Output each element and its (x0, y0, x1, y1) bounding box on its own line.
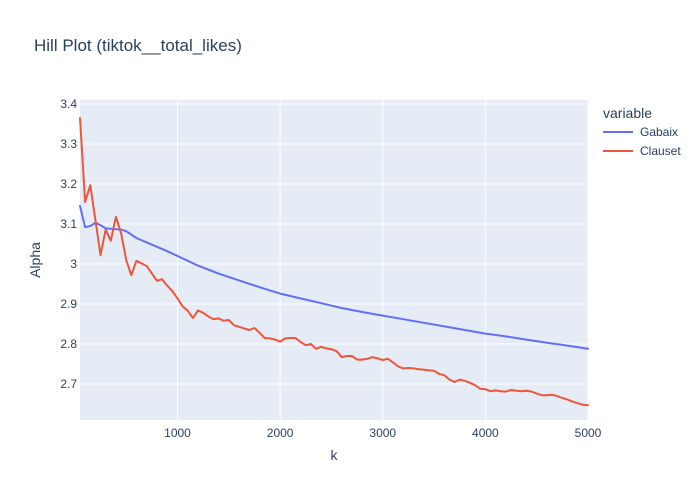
series-line-clauset (79, 117, 589, 407)
y-axis-title: Alpha (27, 242, 43, 278)
series-line-gabaix (79, 205, 589, 350)
y-tick-label: 2.8 (60, 337, 77, 351)
y-tick-label: 3.4 (60, 97, 77, 111)
y-tick-label: 3 (70, 257, 77, 271)
x-tick-label: 2000 (267, 426, 294, 440)
legend-label: Gabaix (640, 125, 678, 139)
y-tick-label: 3.2 (60, 177, 77, 191)
legend-title: variable (603, 105, 652, 121)
legend: variable Gabaix Clauset (603, 105, 681, 158)
legend-item-clauset[interactable]: Clauset (603, 144, 681, 158)
series-layer (79, 117, 589, 407)
grid-lines (80, 100, 589, 420)
y-tick-label: 3.3 (60, 137, 77, 151)
x-tick-label: 3000 (369, 426, 396, 440)
y-tick-label: 2.9 (60, 297, 77, 311)
x-tick-label: 5000 (575, 426, 602, 440)
y-axis-ticks: 2.7 2.8 2.9 3 3.1 3.2 3.3 3.4 (60, 97, 77, 391)
x-tick-label: 4000 (472, 426, 499, 440)
x-axis-title: k (331, 447, 339, 463)
y-tick-label: 3.1 (60, 217, 77, 231)
legend-items: Gabaix Clauset (603, 125, 681, 158)
chart-title: Hill Plot (tiktok__total_likes) (34, 36, 242, 55)
x-axis-ticks: 1000 2000 3000 4000 5000 (164, 426, 602, 440)
legend-label: Clauset (640, 144, 681, 158)
legend-item-gabaix[interactable]: Gabaix (603, 125, 678, 139)
plot-area (80, 100, 588, 420)
y-tick-label: 2.7 (60, 377, 77, 391)
x-tick-label: 1000 (164, 426, 191, 440)
